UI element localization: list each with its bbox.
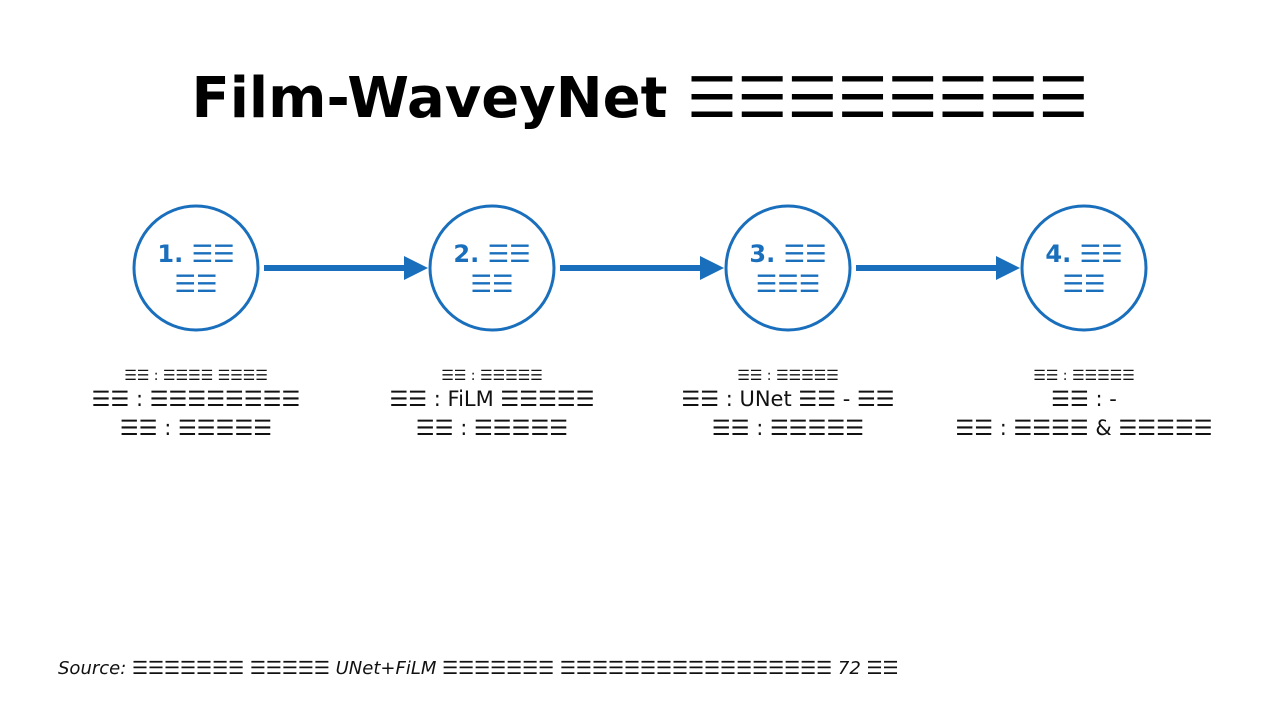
step-heading: 2. ☰☰: [453, 240, 530, 268]
step-detail: ☰☰ : ☰☰☰☰☰: [120, 416, 272, 440]
step-circle: [132, 204, 260, 332]
step-detail: ☰☰ : ☰☰☰☰ ☰☰☰☰: [124, 368, 268, 384]
step-detail: ☰☰ : ☰☰☰☰☰: [416, 416, 568, 440]
step-detail: ☰☰ : FiLM ☰☰☰☰☰: [389, 387, 594, 411]
step-detail: ☰☰ : ☰☰☰☰☰: [1033, 368, 1134, 384]
process-flow: 1. ☰☰☰☰☰☰ : ☰☰☰☰ ☰☰☰☰☰☰ : ☰☰☰☰☰☰☰☰☰☰ : ☰…: [92, 204, 1213, 440]
step-detail: ☰☰ : ☰☰☰☰ & ☰☰☰☰☰: [955, 416, 1212, 440]
source-note: Source: ☰☰☰☰☰☰☰ ☰☰☰☰☰ UNet+FiLM ☰☰☰☰☰☰☰ …: [58, 658, 899, 679]
step-detail: ☰☰ : -: [1051, 387, 1117, 411]
step-heading: ☰☰: [174, 270, 217, 298]
slide-title: Film-WaveyNet ☰☰☰☰☰☰☰☰: [191, 66, 1088, 131]
step-circle: [724, 204, 852, 332]
step-detail: ☰☰ : ☰☰☰☰☰: [441, 368, 542, 384]
step-heading: 3. ☰☰: [749, 240, 826, 268]
step-heading: ☰☰☰: [756, 270, 821, 298]
step-detail: ☰☰ : ☰☰☰☰☰: [712, 416, 864, 440]
step-circle: [1020, 204, 1148, 332]
step-detail: ☰☰ : ☰☰☰☰☰☰☰☰: [92, 387, 301, 411]
step-circle: [428, 204, 556, 332]
step-detail: ☰☰ : ☰☰☰☰☰: [737, 368, 838, 384]
step-heading: ☰☰: [1062, 270, 1105, 298]
step-heading: ☰☰: [470, 270, 513, 298]
step-detail: ☰☰ : UNet ☰☰ - ☰☰: [681, 387, 894, 411]
step-heading: 1. ☰☰: [157, 240, 234, 268]
step-heading: 4. ☰☰: [1045, 240, 1122, 268]
